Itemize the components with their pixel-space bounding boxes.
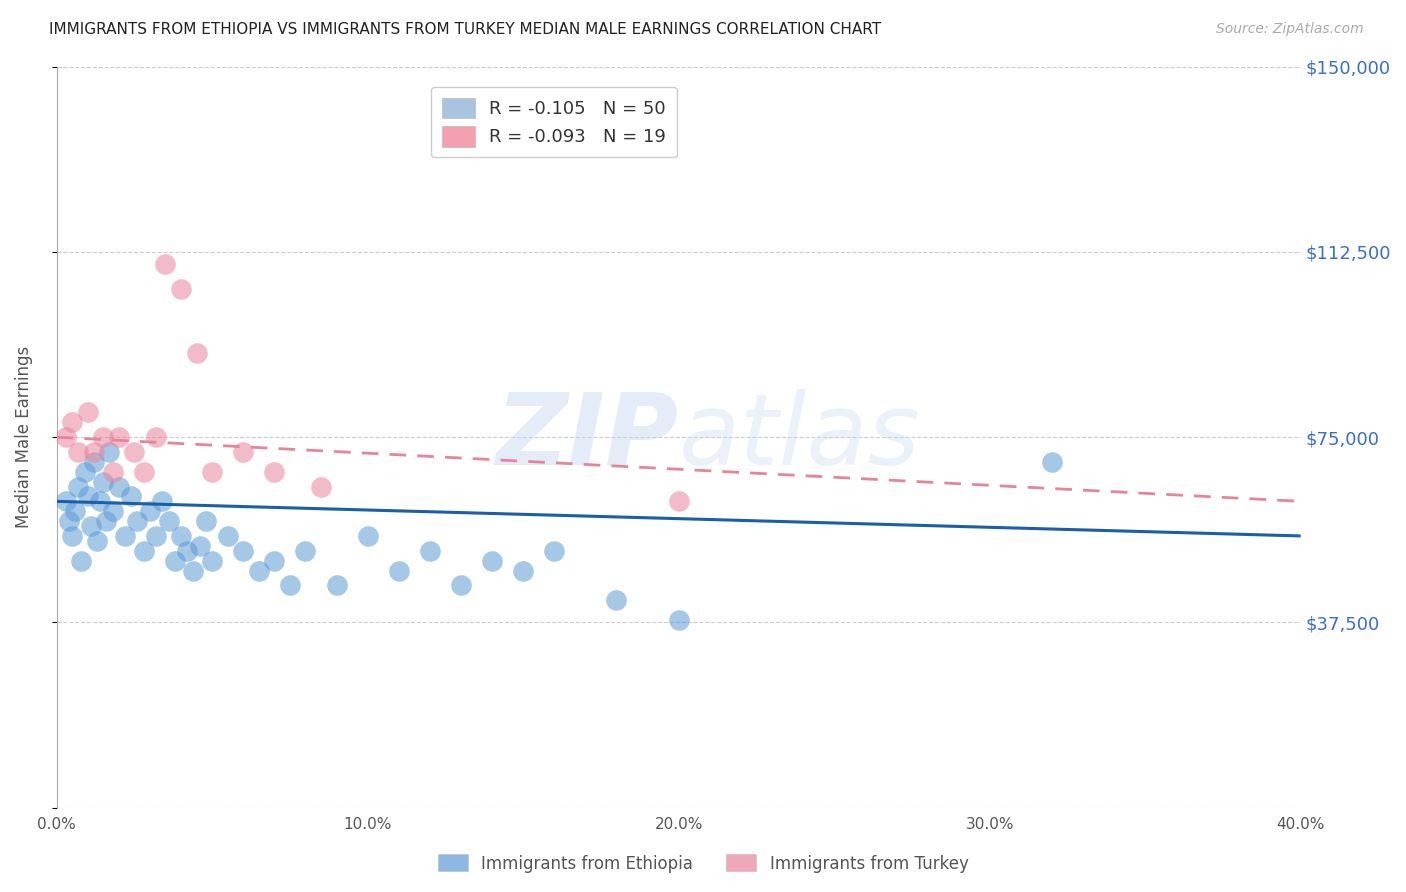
Point (73, 465, 96, 479)
Point (124, 445, 146, 459)
Point (127, 514, 149, 528)
Point (170, 529, 193, 543)
Text: ZIP: ZIP (496, 389, 679, 485)
Point (163, 554, 186, 568)
Point (356, 529, 378, 543)
Point (55, 430, 77, 444)
Point (232, 445, 254, 459)
Point (139, 504, 162, 518)
Point (108, 479, 131, 493)
Point (60, 529, 83, 543)
Point (155, 257, 177, 271)
Point (388, 564, 411, 578)
Point (186, 346, 208, 360)
Point (278, 578, 301, 592)
Point (157, 514, 180, 528)
Point (91, 430, 114, 444)
Point (145, 430, 167, 444)
Point (419, 543, 441, 558)
Point (98, 445, 121, 459)
Point (201, 465, 224, 479)
Point (60, 415, 83, 429)
Point (247, 564, 270, 578)
Point (83, 455, 105, 469)
Point (294, 543, 316, 558)
Text: Source: ZipAtlas.com: Source: ZipAtlas.com (1216, 22, 1364, 37)
Point (263, 554, 285, 568)
Point (91, 475, 114, 489)
Point (114, 529, 136, 543)
Point (83, 445, 105, 459)
Point (325, 578, 347, 592)
Point (55, 494, 77, 508)
Point (170, 282, 193, 296)
Point (232, 543, 254, 558)
Legend: Immigrants from Ethiopia, Immigrants from Turkey: Immigrants from Ethiopia, Immigrants fro… (432, 847, 974, 880)
Point (150, 494, 173, 508)
Legend: R = -0.105   N = 50, R = -0.093   N = 19: R = -0.105 N = 50, R = -0.093 N = 19 (432, 87, 676, 157)
Point (101, 465, 124, 479)
Point (217, 529, 239, 543)
Point (101, 504, 124, 518)
Point (132, 543, 155, 558)
Point (89, 494, 111, 508)
Point (668, 613, 690, 627)
Point (80, 519, 103, 533)
Point (67, 479, 90, 493)
Point (450, 578, 472, 592)
Point (183, 564, 205, 578)
Point (512, 564, 534, 578)
Point (176, 543, 198, 558)
Y-axis label: Median Male Earnings: Median Male Earnings (15, 346, 32, 528)
Point (543, 543, 565, 558)
Point (668, 494, 690, 508)
Point (65, 504, 87, 518)
Point (309, 479, 332, 493)
Point (145, 529, 167, 543)
Point (108, 430, 131, 444)
Point (188, 539, 211, 553)
Point (263, 465, 285, 479)
Point (86, 533, 108, 548)
Point (194, 514, 217, 528)
Point (1040, 455, 1063, 469)
Point (132, 465, 155, 479)
Point (605, 593, 627, 607)
Point (67, 445, 90, 459)
Point (96, 514, 118, 528)
Point (481, 554, 503, 568)
Text: atlas: atlas (679, 389, 921, 485)
Text: IMMIGRANTS FROM ETHIOPIA VS IMMIGRANTS FROM TURKEY MEDIAN MALE EARNINGS CORRELAT: IMMIGRANTS FROM ETHIOPIA VS IMMIGRANTS F… (49, 22, 882, 37)
Point (70, 554, 93, 568)
Point (76, 490, 98, 504)
Point (58, 514, 80, 528)
Point (76, 405, 98, 419)
Point (120, 490, 142, 504)
Point (201, 554, 224, 568)
